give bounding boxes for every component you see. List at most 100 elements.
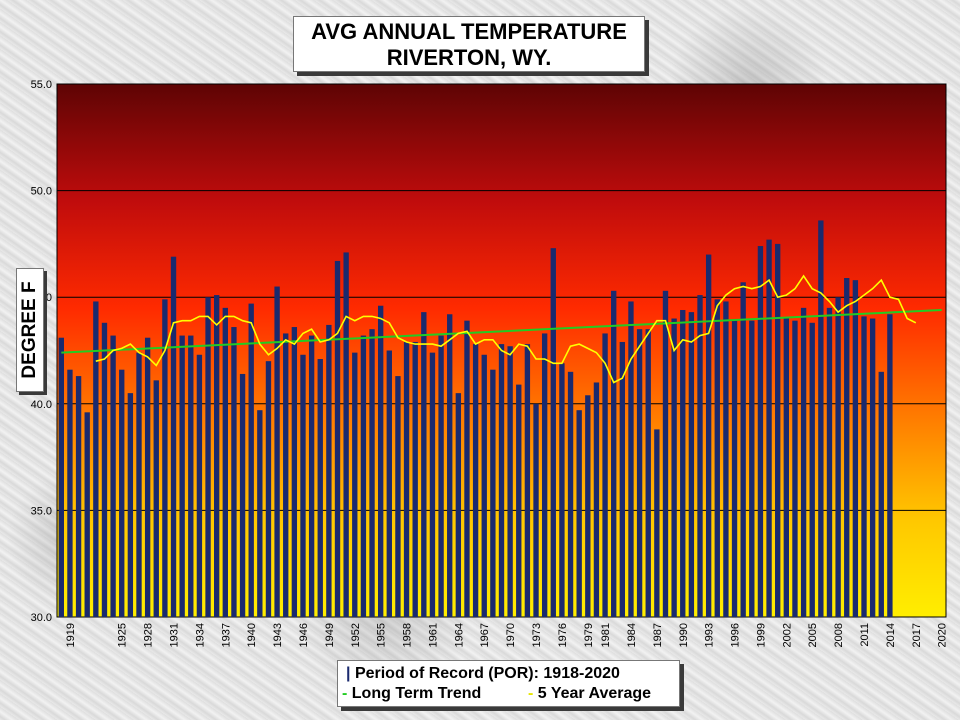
legend-trend-label: Long Term Trend	[351, 685, 482, 702]
bar	[541, 333, 548, 617]
bar	[317, 359, 323, 617]
legend: | Period of Record (POR): 1918-2020 - Lo…	[337, 660, 680, 707]
x-tick-label: 1999	[755, 623, 767, 647]
x-tick-label: 1987	[652, 623, 664, 647]
bar	[231, 327, 237, 617]
x-tick-label: 1970	[505, 623, 517, 647]
x-tick-label: 2020	[937, 623, 949, 647]
bar	[144, 337, 151, 617]
bar	[326, 324, 332, 617]
bar	[67, 369, 73, 617]
bar	[421, 312, 427, 617]
bar	[507, 346, 513, 617]
bar	[654, 429, 660, 617]
y-tick-label: 30.0	[31, 612, 52, 624]
bar	[775, 243, 781, 617]
bar	[75, 376, 82, 617]
bar	[127, 393, 134, 617]
bar	[464, 320, 470, 617]
y-tick-label: 50.0	[31, 186, 52, 198]
bar	[628, 301, 634, 617]
bar	[844, 278, 850, 617]
x-tick-label: 1949	[324, 623, 336, 647]
x-tick-label: 2002	[781, 623, 793, 647]
bar	[265, 361, 272, 617]
chart-title: AVG ANNUAL TEMPERATURE RIVERTON, WY.	[293, 16, 645, 72]
bar	[585, 395, 591, 617]
bar	[403, 341, 410, 617]
bar	[274, 286, 280, 617]
x-tick-label: 1940	[246, 623, 258, 647]
x-tick-label: 1993	[704, 623, 716, 647]
bar	[455, 393, 462, 617]
legend-item-trend: - Long Term Trend	[342, 685, 481, 703]
bar	[671, 318, 677, 617]
bar	[878, 371, 884, 617]
bar	[438, 335, 444, 617]
x-tick-label: 1981	[600, 623, 612, 647]
bar	[352, 352, 358, 617]
bar	[101, 322, 108, 617]
bar	[283, 333, 289, 617]
x-tick-label: 2014	[885, 623, 897, 647]
bar	[360, 335, 367, 617]
bar	[222, 307, 228, 617]
bar	[593, 382, 600, 617]
chart-title-line1: AVG ANNUAL TEMPERATURE	[311, 19, 627, 44]
bar	[645, 329, 651, 617]
x-tick-label: 2017	[911, 623, 923, 647]
bar	[369, 329, 375, 617]
bar	[93, 301, 99, 617]
y-axis-label: DEGREE F	[19, 281, 40, 379]
x-tick-label: 1979	[583, 623, 595, 647]
legend-trend-symbol: -	[342, 685, 348, 702]
bar	[835, 297, 841, 617]
trend-line	[61, 308, 942, 354]
y-tick-label: 55.0	[31, 79, 52, 91]
legend-item-avg: - 5 Year Average	[528, 685, 651, 703]
bar	[757, 246, 764, 618]
legend-por-symbol: |	[346, 665, 351, 682]
bar	[602, 333, 608, 617]
bar	[136, 352, 142, 617]
legend-avg-label: 5 Year Average	[537, 685, 652, 702]
x-tick-label: 2005	[807, 623, 819, 647]
bar	[58, 337, 64, 617]
bar	[869, 318, 876, 617]
bar	[680, 309, 686, 617]
bar	[248, 303, 254, 617]
x-tick-label: 1919	[65, 623, 77, 647]
bar	[809, 322, 815, 617]
bar	[731, 320, 738, 617]
bar	[550, 248, 556, 617]
bar	[533, 403, 539, 617]
bar	[170, 256, 177, 617]
bar	[472, 344, 479, 617]
bar	[334, 260, 341, 617]
bar	[611, 290, 617, 617]
bar	[852, 280, 859, 617]
bar	[110, 335, 116, 617]
x-tick-label: 2008	[833, 623, 845, 647]
five-year-average-line	[95, 274, 917, 384]
bar	[179, 335, 185, 617]
bar	[516, 384, 522, 617]
bar	[188, 335, 194, 617]
bar	[119, 369, 125, 617]
bar	[498, 344, 505, 617]
bar	[800, 307, 807, 617]
bar	[559, 363, 565, 617]
x-tick-label: 2011	[859, 623, 871, 647]
bar	[291, 327, 298, 617]
x-tick-label: 1964	[453, 623, 465, 647]
bar	[723, 301, 729, 617]
bar	[792, 320, 798, 617]
bar	[826, 307, 833, 617]
bar	[343, 252, 349, 618]
x-tick-label: 1976	[557, 623, 569, 647]
bar	[861, 316, 867, 617]
bar	[887, 314, 893, 617]
x-tick-label: 1943	[272, 623, 284, 647]
bar	[153, 380, 159, 617]
bar	[688, 312, 695, 617]
